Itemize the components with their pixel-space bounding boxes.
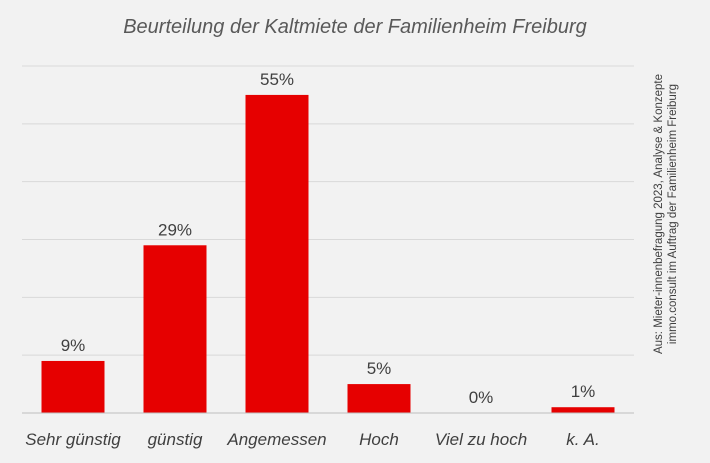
- data-label: 29%: [158, 220, 192, 239]
- data-label: 0%: [469, 388, 494, 407]
- x-tick-label: Hoch: [359, 430, 399, 449]
- x-tick-label: Angemessen: [226, 430, 326, 449]
- data-label: 5%: [367, 359, 392, 378]
- x-tick-label: Sehr günstig: [25, 430, 121, 449]
- bar: [41, 360, 105, 413]
- source-note: Aus: Mieter-innenbefragung 2023, Analyse…: [652, 64, 680, 364]
- x-tick-label: günstig: [148, 430, 203, 449]
- chart-title: Beurteilung der Kaltmiete der Familienhe…: [123, 16, 587, 38]
- data-label: 55%: [260, 70, 294, 89]
- x-tick-label: Viel zu hoch: [435, 430, 527, 449]
- data-label: 9%: [61, 336, 86, 355]
- data-label: 1%: [571, 382, 596, 401]
- bar: [551, 407, 615, 413]
- source-note-line-1: Aus: Mieter-innenbefragung 2023, Analyse…: [653, 73, 665, 355]
- bar: [347, 384, 411, 413]
- bar: [143, 245, 207, 413]
- bar: [245, 94, 309, 414]
- source-note-line-2: immo.consult im Auftrag der Familienheim…: [667, 83, 679, 345]
- x-tick-label: k. A.: [566, 430, 599, 449]
